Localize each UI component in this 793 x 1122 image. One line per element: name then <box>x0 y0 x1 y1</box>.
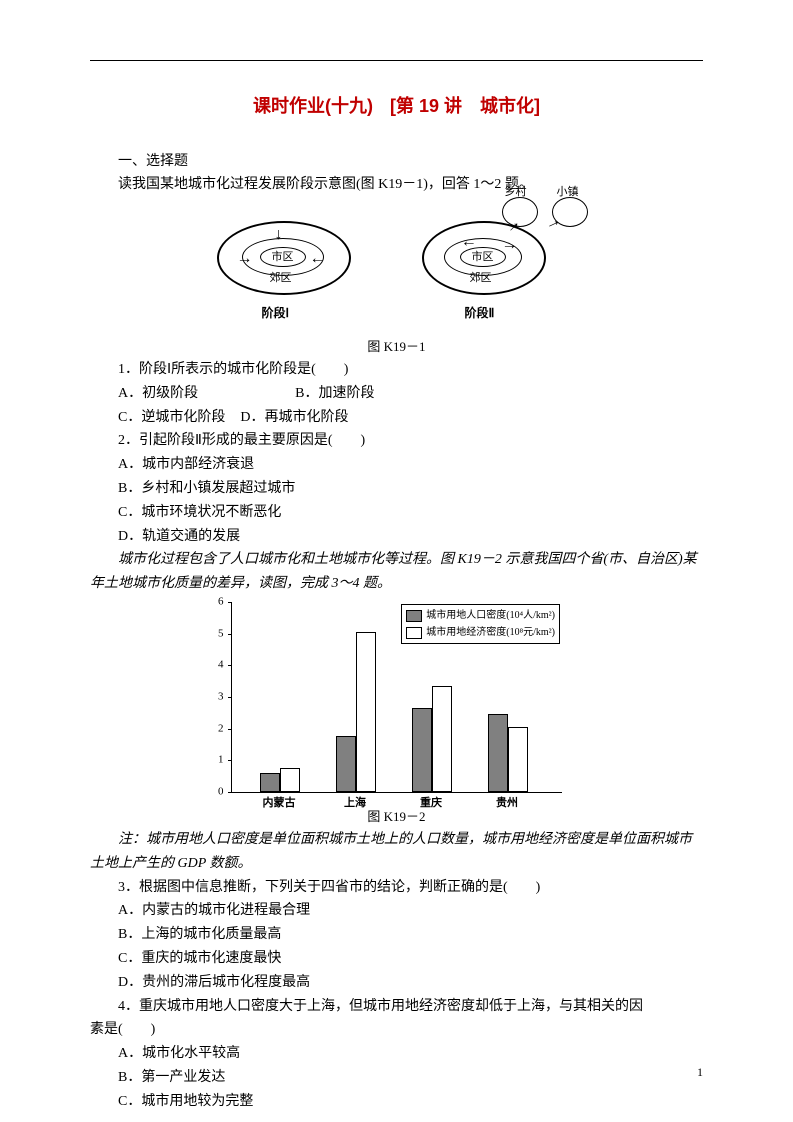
q4-stem-a: 4．重庆城市用地人口密度大于上海，但城市用地经济密度却低于上海，与其相关的因 <box>90 995 703 1019</box>
arrow-icon: ↓ <box>275 227 283 243</box>
diagram-1: 市区 郊区 → ← ↓ 阶段Ⅰ 市区 郊区 乡村 小镇 → → → → <box>207 203 587 323</box>
y-tick-mark <box>228 792 232 793</box>
town-label: 小镇 <box>557 183 579 202</box>
q3-c: C．重庆的城市化速度最快 <box>90 947 703 971</box>
phase-label: 阶段Ⅱ <box>465 303 495 323</box>
page: 课时作业(十九) [第 19 讲 城市化] 一、选择题 读我国某地城市化过程发展… <box>0 0 793 1122</box>
y-tick-label: 3 <box>218 688 224 707</box>
y-tick-label: 6 <box>218 593 224 612</box>
title-main: 课时作业(十九) <box>253 96 373 116</box>
y-tick-label: 2 <box>218 719 224 738</box>
figure-2: 城市用地人口密度(10⁴人/km²) 城市用地经济密度(10⁸元/km²) 01… <box>90 602 703 802</box>
bar-pop <box>412 708 432 792</box>
phase-label: 阶段Ⅰ <box>262 303 290 323</box>
bar-group: 上海 <box>328 602 382 792</box>
bar-pop <box>260 773 280 792</box>
y-tick-label: 1 <box>218 751 224 770</box>
intro-2: 城市化过程包含了人口城市化和土地城市化等过程。图 K19－2 示意我国四个省(市… <box>90 548 703 596</box>
q1-a: A．初级阶段 <box>118 386 198 401</box>
q3-stem: 3．根据图中信息推断，下列关于四省市的结论，判断正确的是( ) <box>90 876 703 900</box>
y-tick-label: 4 <box>218 656 224 675</box>
q2-d: D．轨道交通的发展 <box>90 525 703 549</box>
y-tick-label: 0 <box>218 783 224 802</box>
figure-1-caption: 图 K19－1 <box>90 336 703 358</box>
q2-stem: 2．引起阶段Ⅱ形成的最主要原因是( ) <box>90 429 703 453</box>
arrow-icon: → <box>237 251 253 267</box>
q4-b: B．第一产业发达 <box>90 1066 703 1090</box>
diagram-1-phase2: 市区 郊区 乡村 小镇 → → → → 阶段Ⅱ <box>417 203 587 323</box>
figure-2-note: 注：城市用地人口密度是单位面积城市土地上的人口数量，城市用地经济密度是单位面积城… <box>90 828 703 876</box>
bar-group: 重庆 <box>404 602 458 792</box>
x-category-label: 贵州 <box>480 794 534 813</box>
q1-d: D．再城市化阶段 <box>240 410 348 425</box>
y-tick-mark <box>228 665 232 666</box>
q4-stem-b: 素是( ) <box>90 1018 703 1042</box>
bar-econ <box>432 686 452 793</box>
intro-1: 读我国某地城市化过程发展阶段示意图(图 K19－1)，回答 1～2 题。 <box>90 173 703 197</box>
arrow-icon: ← <box>310 251 326 267</box>
q1-row-cd: C．逆城市化阶段 D．再城市化阶段 <box>90 406 703 430</box>
q4-a: A．城市化水平较高 <box>90 1042 703 1066</box>
arrow-icon: → <box>461 237 477 253</box>
arrow-icon: → <box>502 237 518 253</box>
q2-b: B．乡村和小镇发展超过城市 <box>90 477 703 501</box>
y-tick-mark <box>228 602 232 603</box>
y-tick-mark <box>228 697 232 698</box>
suburb-label: 郊区 <box>270 269 292 288</box>
diagram-1-phase1: 市区 郊区 → ← ↓ 阶段Ⅰ <box>207 203 377 323</box>
title-sub: [第 19 讲 城市化] <box>390 96 540 116</box>
q1-c: C．逆城市化阶段 <box>118 410 225 425</box>
bar-group: 内蒙古 <box>252 602 306 792</box>
page-title: 课时作业(十九) [第 19 讲 城市化] <box>90 91 703 122</box>
bar-group: 贵州 <box>480 602 534 792</box>
q4-c: C．城市用地较为完整 <box>90 1090 703 1114</box>
y-tick-label: 5 <box>218 624 224 643</box>
q2-a: A．城市内部经济衰退 <box>90 453 703 477</box>
x-category-label: 内蒙古 <box>252 794 306 813</box>
bar-econ <box>508 727 528 792</box>
figure-2-caption: 图 K19－2 <box>90 806 703 828</box>
figure-1: 市区 郊区 → ← ↓ 阶段Ⅰ 市区 郊区 乡村 小镇 → → → → <box>90 203 703 332</box>
x-category-label: 上海 <box>328 794 382 813</box>
q1-row-ab: A．初级阶段 B．加速阶段 <box>90 382 703 406</box>
q3-a: A．内蒙古的城市化进程最合理 <box>90 899 703 923</box>
bar-econ <box>356 632 376 792</box>
y-tick-mark <box>228 760 232 761</box>
bar-pop <box>336 736 356 792</box>
bar-chart: 城市用地人口密度(10⁴人/km²) 城市用地经济密度(10⁸元/km²) 01… <box>231 602 562 793</box>
q1-b: B．加速阶段 <box>295 386 374 401</box>
q3-d: D．贵州的滞后城市化程度最高 <box>90 971 703 995</box>
y-tick-mark <box>228 729 232 730</box>
bar-pop <box>488 714 508 792</box>
inner-ellipse: 市区 <box>260 247 306 267</box>
page-number: 1 <box>697 1062 703 1082</box>
q3-b: B．上海的城市化质量最高 <box>90 923 703 947</box>
village-label: 乡村 <box>505 183 527 202</box>
q1-stem: 1．阶段Ⅰ所表示的城市化阶段是( ) <box>90 358 703 382</box>
y-tick-mark <box>228 634 232 635</box>
top-rule <box>90 60 703 61</box>
q2-c: C．城市环境状况不断恶化 <box>90 501 703 525</box>
section-heading: 一、选择题 <box>90 150 703 174</box>
bar-econ <box>280 768 300 792</box>
x-category-label: 重庆 <box>404 794 458 813</box>
suburb-label: 郊区 <box>470 269 492 288</box>
